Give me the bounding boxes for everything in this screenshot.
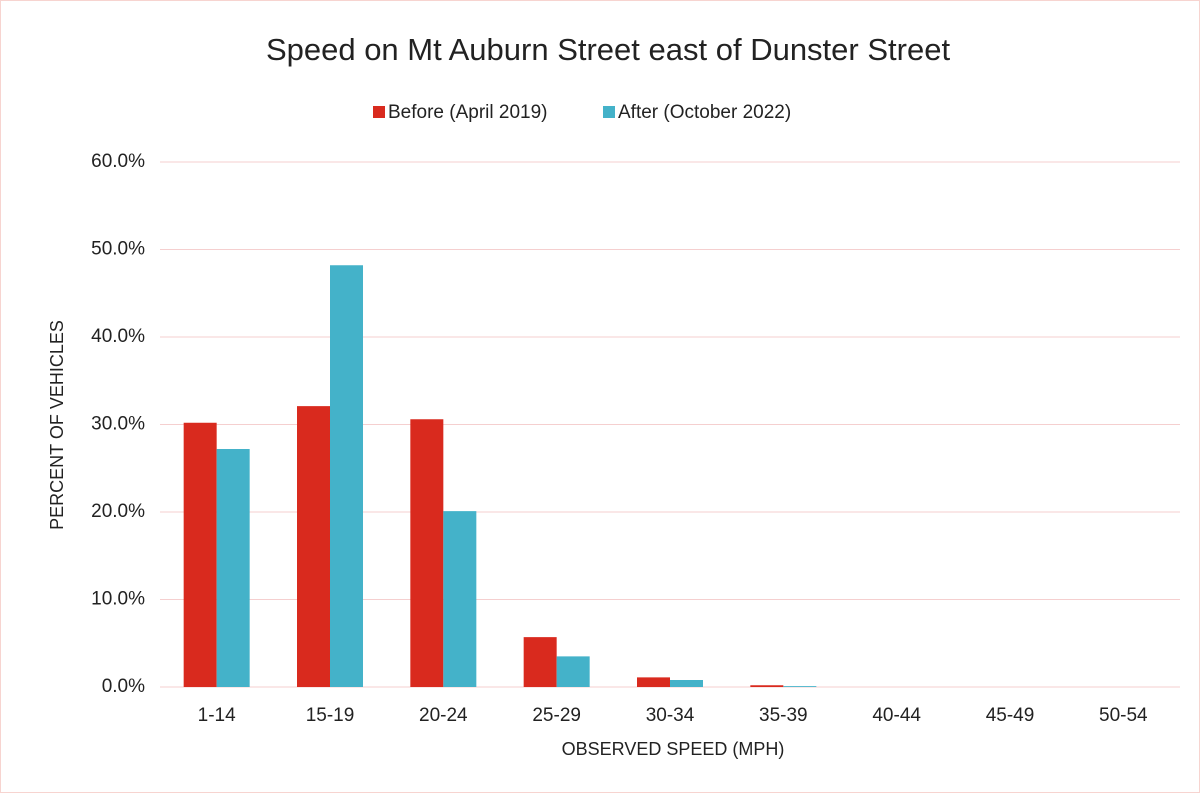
bar — [183, 422, 217, 687]
bar — [556, 656, 590, 687]
legend-swatch — [373, 106, 385, 118]
legend-swatch — [603, 106, 615, 118]
chart-title: Speed on Mt Auburn Street east of Dunste… — [266, 32, 951, 67]
bar — [523, 637, 557, 687]
bar — [297, 406, 330, 687]
y-tick-label: 30.0% — [91, 414, 145, 435]
x-tick-label: 50-54 — [1099, 705, 1148, 726]
y-tick-label: 50.0% — [91, 239, 145, 260]
y-tick-label: 40.0% — [91, 326, 145, 347]
legend-label: Before (April 2019) — [388, 102, 547, 123]
bar — [330, 265, 363, 687]
y-tick-label: 60.0% — [91, 151, 145, 172]
x-tick-label: 35-39 — [759, 705, 808, 726]
x-tick-label: 30-34 — [646, 705, 695, 726]
x-axis-title: OBSERVED SPEED (MPH) — [562, 739, 785, 759]
bar — [443, 511, 477, 687]
x-tick-label: 40-44 — [872, 705, 921, 726]
y-tick-label: 20.0% — [91, 501, 145, 522]
bar — [670, 680, 703, 687]
bar — [783, 686, 817, 687]
bar — [637, 677, 670, 687]
x-tick-label: 20-24 — [419, 705, 468, 726]
bar — [216, 449, 250, 687]
y-tick-label: 10.0% — [91, 589, 145, 610]
x-tick-label: 45-49 — [986, 705, 1035, 726]
bar — [410, 419, 444, 687]
x-tick-label: 1-14 — [198, 705, 236, 726]
bar — [750, 685, 784, 687]
legend-label: After (October 2022) — [618, 102, 791, 123]
x-tick-label: 15-19 — [306, 705, 355, 726]
y-axis-title: PERCENT OF VEHICLES — [47, 320, 67, 530]
y-tick-label: 0.0% — [102, 676, 145, 697]
x-tick-label: 25-29 — [532, 705, 581, 726]
